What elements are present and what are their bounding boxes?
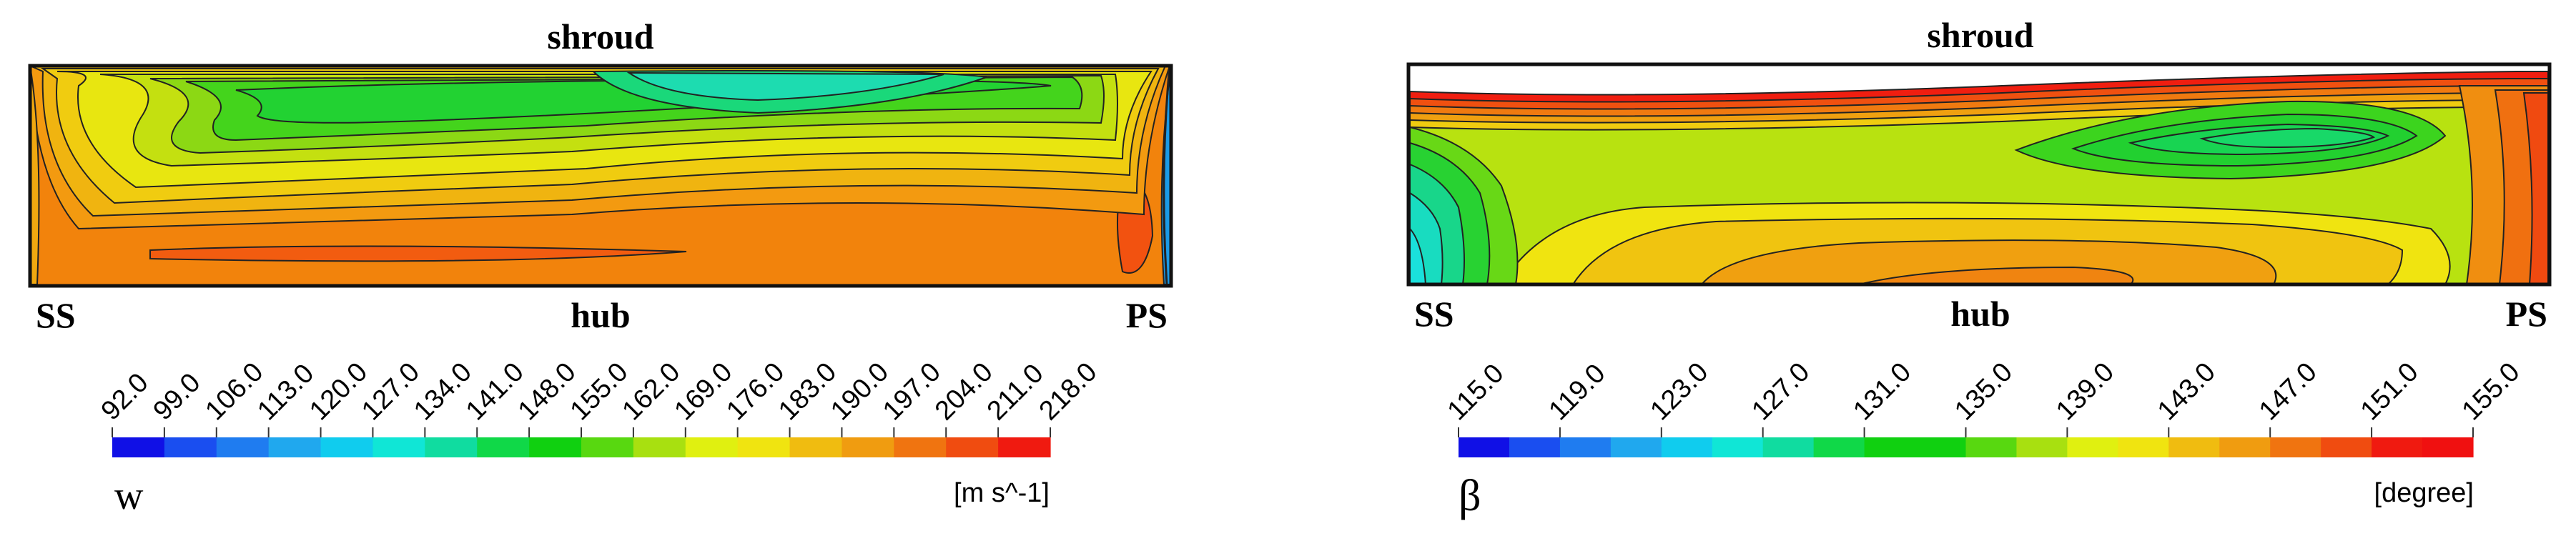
w-colorbar-segment: [529, 437, 582, 457]
beta-colorbar-segment: [1915, 437, 1967, 457]
w-colorbar-tick-label: 148.0: [513, 357, 582, 426]
w-colorbar-segment: [998, 437, 1051, 457]
w-legend-symbol: w: [114, 474, 144, 518]
beta-colorbar-segment: [1559, 437, 1612, 457]
w-colorbar-segment: [737, 437, 791, 457]
w-colorbar-segment: [372, 437, 425, 457]
beta-colorbar: [1459, 437, 2474, 457]
beta-colorbar-segment: [1610, 437, 1662, 457]
w-colorbar-tick-label: 190.0: [825, 357, 894, 426]
beta-colorbar-tick-label: 127.0: [1746, 357, 1815, 426]
beta-colorbar-tick-label: 135.0: [1949, 357, 2018, 426]
w-colorbar-tick-label: 113.0: [252, 358, 320, 426]
w-colorbar-tick-label: 218.0: [1034, 357, 1103, 426]
w-colorbar-segment: [685, 437, 739, 457]
w-colorbar-segment: [164, 437, 217, 457]
beta-colorbar-segment: [2067, 437, 2118, 457]
w-contour-plot: [30, 66, 1171, 286]
beta-colorbar-segment: [1762, 437, 1815, 457]
w-colorbar-tick-label: 169.0: [668, 357, 738, 426]
w-colorbar-tick-label: 211.0: [982, 358, 1050, 426]
w-colorbar: [112, 437, 1051, 457]
panel-w-hub-label: hub: [571, 295, 630, 335]
w-legend-unit: [m s^-1]: [954, 478, 1050, 508]
w-colorbar-segment: [320, 437, 374, 457]
w-colorbar-tick-label: 176.0: [721, 357, 790, 426]
beta-colorbar-segment: [1509, 437, 1561, 457]
beta-colorbar-segment: [1712, 437, 1764, 457]
w-colorbar-segment: [633, 437, 686, 457]
w-colorbar-tick-label: 162.0: [617, 357, 686, 426]
beta-colorbar-tick-label: 155.0: [2457, 357, 2526, 426]
panel-beta-hub-label: hub: [1950, 294, 2010, 334]
w-colorbar-segment: [789, 437, 843, 457]
panel-w-ss-label: SS: [36, 295, 76, 335]
beta-colorbar-tick-label: 123.0: [1644, 357, 1714, 426]
w-colorbar-tick-label: 120.0: [304, 357, 373, 426]
w-colorbar-tick-label: 99.0: [148, 367, 207, 426]
w-colorbar-segment: [268, 437, 322, 457]
w-colorbar-segment: [112, 437, 165, 457]
beta-colorbar-segment: [1813, 437, 1865, 457]
beta-colorbar-segment: [2270, 437, 2321, 457]
w-colorbar-ticks: 92.099.0106.0113.0120.0127.0134.0141.014…: [96, 357, 1103, 437]
beta-colorbar-segment: [2219, 437, 2271, 457]
w-colorbar-segment: [842, 437, 894, 457]
beta-plot-frame: [1406, 62, 2552, 287]
panel-w-ps-label: PS: [1126, 295, 1168, 335]
w-colorbar-tick-label: 197.0: [877, 357, 947, 426]
w-colorbar-tick-label: 204.0: [929, 357, 999, 426]
beta-legend-unit: [degree]: [2374, 478, 2474, 508]
w-colorbar-tick-label: 183.0: [773, 357, 842, 426]
beta-contour-plot: [1408, 64, 2550, 284]
beta-colorbar-tick-label: 115.0: [1442, 358, 1510, 426]
w-plot-frame: [28, 64, 1173, 288]
beta-colorbar-tick-label: 151.0: [2355, 357, 2424, 426]
beta-colorbar-segment: [1459, 437, 1510, 457]
beta-legend-symbol: β: [1459, 472, 1481, 520]
beta-colorbar-tick-label: 143.0: [2152, 357, 2221, 426]
beta-colorbar-segment: [2016, 437, 2068, 457]
beta-colorbar-tick-label: 139.0: [2051, 357, 2120, 426]
panel-beta-shroud-label: shroud: [1927, 15, 2033, 55]
panel-beta-ps-label: PS: [2506, 294, 2547, 334]
beta-colorbar-segment: [1864, 437, 1916, 457]
w-colorbar-segment: [216, 437, 270, 457]
w-colorbar-tick-label: 92.0: [96, 367, 154, 426]
panel-w: shroud SS hub PS: [28, 16, 1173, 518]
beta-colorbar-segment: [2372, 437, 2423, 457]
w-colorbar-segment: [425, 437, 478, 457]
w-colorbar-tick-label: 127.0: [356, 357, 425, 426]
w-colorbar-tick-label: 141.0: [460, 357, 530, 426]
w-colorbar-tick-label: 134.0: [408, 357, 478, 426]
beta-colorbar-segment: [2422, 437, 2474, 457]
beta-colorbar-tick-label: 131.0: [1847, 357, 1917, 426]
w-colorbar-tick-label: 106.0: [199, 357, 269, 426]
panel-beta-ss-label: SS: [1414, 294, 1454, 334]
panel-w-shroud-label: shroud: [547, 16, 653, 56]
w-colorbar-segment: [581, 437, 634, 457]
panel-beta: shroud: [1406, 15, 2552, 520]
w-colorbar-segment: [477, 437, 530, 457]
beta-colorbar-tick-label: 147.0: [2254, 357, 2323, 426]
beta-colorbar-segment: [2168, 437, 2220, 457]
beta-colorbar-ticks: 115.0 119.0 123.0 127.0 131.0 135.0 139.0 143.0…: [1442, 357, 2526, 437]
beta-colorbar-segment: [1661, 437, 1713, 457]
w-colorbar-segment: [894, 437, 947, 457]
beta-colorbar-segment: [2321, 437, 2372, 457]
beta-colorbar-segment: [1965, 437, 2018, 457]
w-colorbar-segment: [946, 437, 999, 457]
w-colorbar-tick-label: 155.0: [565, 357, 634, 426]
beta-colorbar-segment: [2118, 437, 2169, 457]
beta-colorbar-tick-label: 119.0: [1544, 358, 1612, 426]
